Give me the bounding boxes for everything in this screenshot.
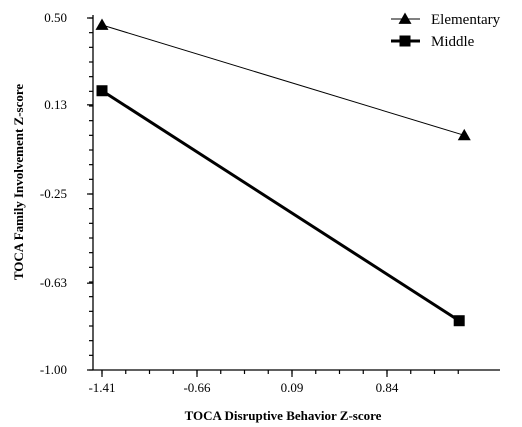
data-point-marker bbox=[453, 315, 465, 327]
ticks: 0.50 0.13 -0.25 -0.63 -1.00 -1.41 -0.66 0.09 0.8… bbox=[40, 10, 459, 395]
x-tick-label: -1.41 bbox=[88, 380, 115, 395]
x-tick-label: 0.09 bbox=[281, 380, 304, 395]
axes bbox=[92, 15, 500, 371]
legend-item-middle: Middle bbox=[391, 34, 475, 50]
y-tick-label: 0.13 bbox=[44, 97, 67, 112]
data-point-marker bbox=[95, 18, 109, 30]
x-axis-title: TOCA Disruptive Behavior Z-score bbox=[185, 408, 382, 423]
series-middle bbox=[96, 85, 465, 327]
legend-label: Elementary bbox=[431, 12, 501, 28]
series-line bbox=[101, 24, 465, 136]
data-point-marker bbox=[457, 128, 471, 141]
series-group bbox=[95, 18, 471, 327]
legend-label: Middle bbox=[431, 34, 475, 50]
series-line bbox=[101, 89, 461, 322]
y-axis-title: TOCA Family Involvement Z-score bbox=[11, 84, 26, 281]
legend-item-elementary: Elementary bbox=[391, 12, 501, 28]
x-tick-label: -0.66 bbox=[183, 380, 211, 395]
y-tick-label: -0.63 bbox=[40, 275, 67, 290]
y-tick-label: -0.25 bbox=[40, 186, 67, 201]
y-tick-label: -1.00 bbox=[40, 362, 67, 377]
legend: Elementary Middle bbox=[391, 12, 501, 50]
legend-marker bbox=[398, 12, 412, 24]
x-tick-label: 0.84 bbox=[376, 380, 399, 395]
data-point-marker bbox=[96, 85, 108, 97]
legend-marker bbox=[399, 35, 411, 47]
series-elementary bbox=[95, 18, 471, 141]
y-tick-label: 0.50 bbox=[44, 10, 67, 25]
